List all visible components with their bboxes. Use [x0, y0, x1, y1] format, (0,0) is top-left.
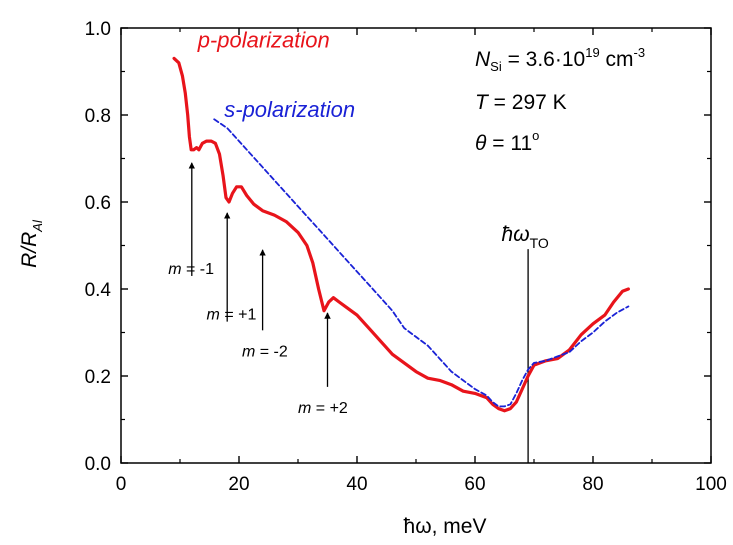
info-t-value: = 297 K	[488, 91, 567, 114]
info-n-sub: Si	[490, 59, 502, 74]
series-line-s-polarization	[213, 118, 630, 408]
info-n-label: N	[475, 48, 491, 71]
y-tick-label: 1.0	[85, 19, 111, 40]
mode-label-value: = -2	[255, 343, 288, 360]
mode-label-value: = +2	[311, 400, 348, 417]
info-theta-deg: o	[532, 128, 539, 143]
mode-label-m: m	[242, 343, 255, 360]
reference-line-label-main: ħω	[502, 223, 530, 246]
mode-label: m = +2	[298, 400, 348, 417]
mode-label-m: m	[207, 306, 220, 323]
x-tick-label: 80	[582, 474, 603, 495]
x-tick-label: 40	[346, 474, 367, 495]
info-n-unit: cm	[600, 48, 634, 71]
info-angle: θ = 11o	[475, 128, 539, 155]
info-n-unit-exp: -3	[634, 45, 646, 60]
y-tick-label: 0.4	[85, 280, 112, 301]
reference-line-label-sub: TO	[530, 235, 549, 251]
mode-label: m = -1	[168, 261, 214, 278]
x-tick-label: 20	[228, 474, 249, 495]
info-box: NSi = 3.6·1019 cm-3 T = 297 K θ = 11o	[475, 45, 645, 155]
y-axis-title: R/RAl	[18, 219, 45, 268]
axes-layer: 0 20 40 60 80 100 0.0 0.2 0.4 0.6 0.8 1.0	[85, 19, 727, 495]
info-t-label: T	[475, 91, 490, 114]
mode-label-value: = +1	[220, 306, 257, 323]
y-axis-title-main: R/R	[18, 232, 41, 268]
y-axis-title-sub: Al	[30, 219, 45, 233]
series-label-p: p-polarization	[197, 28, 330, 53]
info-theta-label: θ	[475, 132, 487, 155]
y-tick-label: 0.2	[85, 367, 111, 388]
x-tick-label: 100	[695, 474, 727, 495]
mode-label-m: m	[168, 261, 181, 278]
series-layer	[172, 56, 630, 463]
info-n-value: = 3.6·10	[502, 48, 585, 71]
reference-line-label: ħωTO	[502, 223, 549, 251]
info-theta-value: = 11	[486, 132, 532, 155]
mode-label: m = +1	[207, 306, 257, 323]
y-tick-label: 0.6	[85, 193, 111, 214]
info-nsi: NSi = 3.6·1019 cm-3	[475, 45, 645, 74]
series-label-s: s-polarization	[224, 97, 355, 122]
x-axis-title: ħω, meV	[404, 515, 487, 538]
info-n-exp: 19	[585, 45, 599, 60]
mode-label: m = -2	[242, 343, 288, 360]
mode-label-value: = -1	[182, 261, 215, 278]
mode-label-m: m	[298, 400, 311, 417]
x-tick-label: 60	[464, 474, 485, 495]
y-tick-label: 0.8	[85, 106, 111, 127]
y-tick-label: 0.0	[85, 454, 111, 475]
info-temperature: T = 297 K	[475, 91, 567, 114]
x-tick-label: 0	[116, 474, 127, 495]
series-line-p-polarization	[172, 56, 630, 413]
